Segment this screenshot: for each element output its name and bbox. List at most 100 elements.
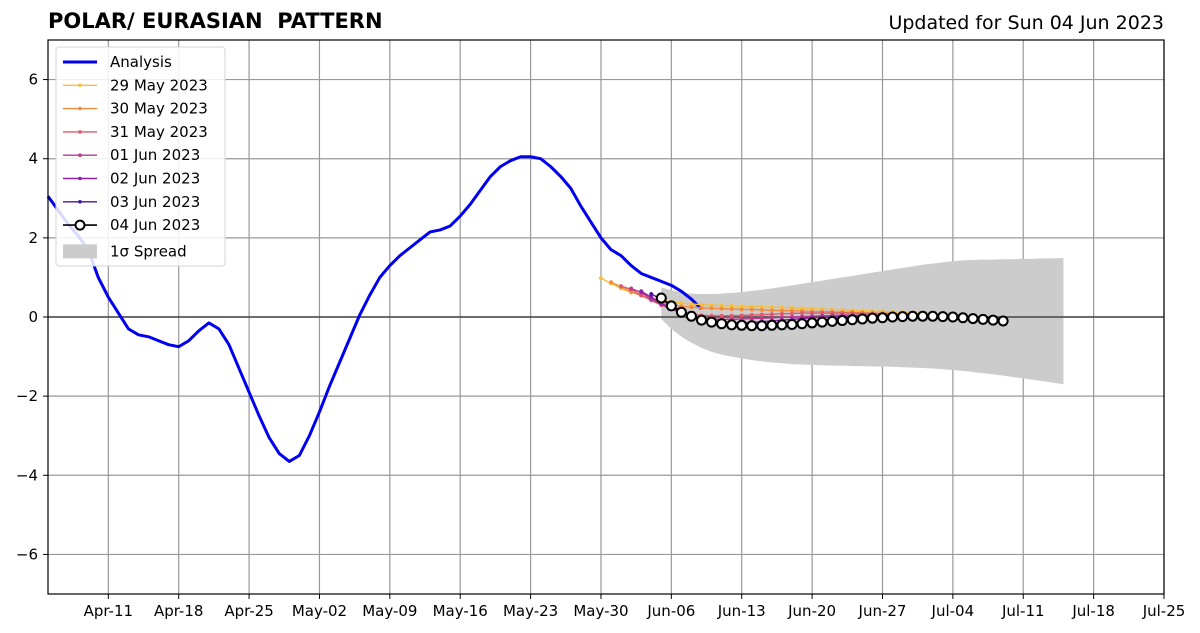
legend-label: 04 Jun 2023 (110, 216, 200, 234)
forecast-point (739, 313, 744, 318)
x-tick-label: Apr-18 (154, 602, 204, 620)
forecast-point (876, 312, 888, 324)
forecast-point (746, 320, 758, 332)
forecast-point (789, 311, 795, 316)
legend-label: 02 Jun 2023 (110, 170, 200, 188)
forecast-point (759, 316, 764, 321)
legend-box (55, 46, 226, 267)
x-tick-label: Apr-11 (84, 602, 134, 620)
forecast-point (649, 291, 654, 297)
forecast-point (907, 310, 919, 322)
forecast-point (937, 311, 949, 323)
forecast-point (816, 316, 828, 328)
forecast-point (719, 306, 724, 311)
forecast-point (759, 307, 764, 312)
forecast-point (776, 319, 788, 331)
forecast-point (826, 315, 838, 327)
legend-marker (78, 106, 82, 111)
y-tick-label: −6 (16, 545, 38, 563)
forecast-point (749, 312, 754, 318)
x-tick-label: Jun-06 (646, 602, 695, 620)
forecast-point (598, 276, 604, 281)
forecast-point (726, 319, 738, 331)
forecast-point (619, 284, 624, 289)
forecast-point (689, 305, 694, 310)
x-tick-label: Jul-18 (1071, 602, 1115, 620)
forecast-point (866, 312, 878, 324)
x-tick-label: May-09 (362, 602, 417, 620)
forecast-point (997, 315, 1009, 327)
legend-swatch (63, 244, 97, 259)
forecast-point (987, 314, 999, 326)
legend-label: 01 Jun 2023 (110, 146, 200, 164)
legend-label: 30 May 2023 (110, 100, 208, 118)
forecast-point (608, 280, 614, 285)
y-tick-label: 6 (28, 71, 38, 89)
forecast-point (766, 319, 778, 331)
forecast-point (769, 308, 774, 313)
forecast-point (796, 318, 808, 330)
x-tick-label: May-30 (573, 602, 628, 620)
analysis-line (46, 155, 703, 463)
x-tick-label: Jun-20 (787, 602, 836, 620)
forecast-point (706, 316, 718, 328)
forecast-point (967, 313, 979, 325)
forecast-point (887, 311, 899, 323)
legend-label: 1σ Spread (110, 242, 187, 260)
forecast-point (957, 312, 969, 324)
legend-marker (78, 176, 82, 181)
legend-marker (74, 219, 86, 231)
series-layer (46, 155, 1164, 463)
forecast-point (897, 311, 909, 323)
forecast-point (749, 316, 754, 321)
chart-title: POLAR/ EURASIAN PATTERN (48, 9, 383, 33)
forecast-point (675, 306, 687, 318)
legend-marker (78, 83, 82, 88)
forecast-point (917, 310, 929, 322)
forecast-point (856, 313, 868, 325)
forecast-point (779, 311, 784, 316)
axis-layer: −6 −4 −2 0 2 4 6 Apr-11 Apr-18 Apr-25 May-02 May-09… (16, 39, 1186, 620)
forecast-point (729, 307, 734, 312)
forecast-point (716, 318, 728, 330)
x-tick-label: Apr-25 (224, 602, 274, 620)
forecast-point (947, 311, 959, 323)
x-tick-label: Jul-25 (1142, 602, 1186, 620)
forecast-point (696, 314, 708, 326)
forecast-point (756, 320, 768, 332)
legend-marker (78, 153, 82, 157)
legend: Analysis 29 May 2023 30 May 2023 31 May 202… (55, 46, 226, 267)
legend-label: Analysis (110, 53, 172, 71)
forecast-point (655, 292, 667, 304)
x-tick-label: Jul-04 (931, 602, 975, 620)
x-tick-label: Jul-11 (1001, 602, 1045, 620)
forecast-point (736, 319, 748, 331)
legend-marker (78, 130, 82, 134)
forecast-point (629, 286, 634, 291)
forecast-point (927, 310, 939, 322)
forecast-point (739, 307, 744, 312)
forecast-point (806, 317, 818, 329)
forecast-point (759, 312, 764, 317)
forecast-point (665, 300, 677, 312)
legend-label: 03 Jun 2023 (110, 193, 200, 211)
x-tick-label: Jun-13 (717, 602, 766, 620)
forecast-point (685, 310, 697, 322)
forecast-point (977, 313, 989, 325)
forecast-point (749, 307, 754, 312)
y-tick-label: 4 (28, 150, 38, 168)
forecast-point (699, 305, 704, 310)
forecast-point (729, 313, 734, 318)
x-tick-label: May-02 (292, 602, 347, 620)
legend-marker (78, 200, 82, 204)
y-tick-label: −2 (16, 387, 38, 405)
x-tick-label: May-16 (433, 602, 488, 620)
forecast-point (719, 313, 724, 318)
legend-label: 29 May 2023 (110, 76, 208, 94)
forecast-point (786, 319, 798, 331)
forecast-point (836, 315, 848, 327)
forecast-point (709, 306, 714, 311)
y-tick-label: 2 (28, 229, 38, 247)
y-tick-label: 0 (28, 308, 38, 326)
updated-date: Updated for Sun 04 Jun 2023 (888, 12, 1164, 34)
